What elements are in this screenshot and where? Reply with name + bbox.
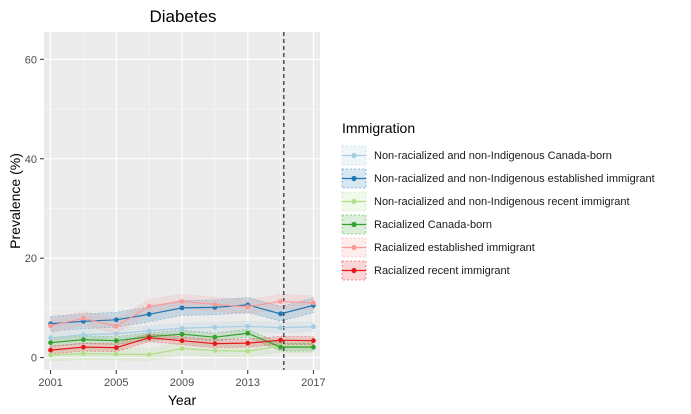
y-axis-ticks: 0 20 40 60 (25, 54, 44, 365)
data-point (113, 317, 119, 323)
x-tick-label: 2017 (301, 377, 325, 389)
data-point (48, 352, 53, 358)
data-point (311, 338, 316, 344)
data-point (212, 324, 218, 330)
legend-key-point (351, 198, 357, 205)
data-point (113, 323, 119, 329)
data-point (278, 337, 283, 343)
legend-item: Non-racialized and non-Indigenous recent… (340, 190, 690, 213)
legend-item: Non-racialized and non-Indigenous Canada… (340, 144, 690, 167)
data-point (179, 338, 185, 344)
data-point (48, 335, 53, 341)
legend-key (341, 260, 367, 281)
y-axis-title: Prevalence (%) (7, 153, 23, 249)
data-point (179, 305, 185, 311)
data-point (278, 344, 283, 350)
legend-key (341, 145, 367, 166)
data-point (146, 328, 152, 334)
legend-label: Non-racialized and non-Indigenous recent… (374, 195, 630, 208)
data-point (245, 323, 251, 329)
legend-title: Immigration (342, 120, 416, 136)
data-point (179, 325, 185, 331)
data-point (245, 348, 251, 354)
x-axis-title: Year (168, 392, 197, 408)
x-tick-label: 2009 (170, 377, 194, 389)
legend-items: Non-racialized and non-Indigenous Canada… (340, 144, 690, 282)
data-point (81, 315, 86, 321)
legend-item: Racialized established immigrant (340, 236, 690, 259)
data-point (146, 303, 152, 309)
data-point (278, 325, 283, 331)
y-tick-label: 40 (25, 154, 37, 166)
data-point (311, 344, 316, 350)
x-tick-label: 2013 (235, 377, 259, 389)
data-point (311, 324, 316, 330)
legend-key-point (351, 267, 357, 274)
data-point (146, 335, 152, 341)
data-point (48, 340, 53, 346)
data-point (81, 337, 86, 343)
legend-label: Racialized Canada-born (374, 218, 493, 231)
data-point (81, 332, 86, 338)
data-point (212, 334, 218, 340)
data-point (113, 331, 119, 337)
data-point (179, 331, 185, 337)
legend-label: Racialized recent immigrant (374, 264, 510, 277)
data-point (81, 344, 86, 350)
data-point (278, 311, 283, 317)
legend-label: Racialized established immigrant (374, 241, 535, 254)
data-point (278, 299, 283, 304)
chart-title: Diabetes (149, 7, 216, 26)
legend-label: Non-racialized and non-Indigenous establ… (374, 172, 655, 185)
legend-key (341, 191, 367, 212)
y-tick-label: 60 (25, 54, 37, 66)
data-point (81, 351, 86, 356)
x-tick-label: 2001 (38, 377, 62, 389)
legend-key-point (351, 221, 357, 228)
data-point (48, 323, 53, 329)
legend-key (341, 237, 367, 258)
data-point (245, 340, 251, 346)
y-tick-label: 20 (25, 253, 37, 265)
data-point (113, 345, 119, 351)
legend-item: Racialized Canada-born (340, 213, 690, 236)
legend-key (341, 214, 367, 235)
data-point (245, 304, 251, 310)
x-tick-label: 2005 (104, 377, 128, 389)
data-point (113, 338, 119, 344)
data-point (113, 351, 119, 357)
data-point (146, 311, 152, 317)
data-point (48, 347, 53, 353)
legend-label: Non-racialized and non-Indigenous Canada… (374, 149, 612, 162)
data-point (245, 330, 251, 336)
legend-key-point (351, 152, 357, 159)
legend-key (341, 168, 367, 189)
series-points (48, 299, 316, 358)
legend-key-point (351, 175, 357, 182)
data-point (311, 300, 316, 306)
legend-key-point (351, 244, 357, 251)
data-point (212, 341, 218, 347)
legend-item: Non-racialized and non-Indigenous establ… (340, 167, 690, 190)
data-point (212, 301, 218, 307)
data-point (179, 299, 185, 304)
legend-item: Racialized recent immigrant (340, 259, 690, 282)
data-point (146, 352, 152, 357)
x-axis-ticks: 2001 2005 2009 2013 2017 (38, 370, 326, 389)
y-tick-label: 0 (31, 353, 37, 365)
legend: Immigration Non-racialized and non-Indig… (340, 120, 690, 282)
data-point (179, 346, 185, 352)
data-point (212, 348, 218, 354)
